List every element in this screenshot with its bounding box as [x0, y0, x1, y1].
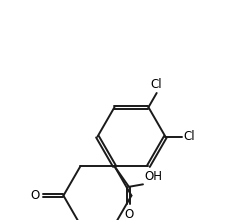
Text: O: O: [31, 189, 40, 202]
Text: OH: OH: [143, 170, 161, 183]
Text: Cl: Cl: [183, 130, 194, 143]
Text: O: O: [124, 208, 133, 221]
Text: Cl: Cl: [150, 78, 162, 91]
